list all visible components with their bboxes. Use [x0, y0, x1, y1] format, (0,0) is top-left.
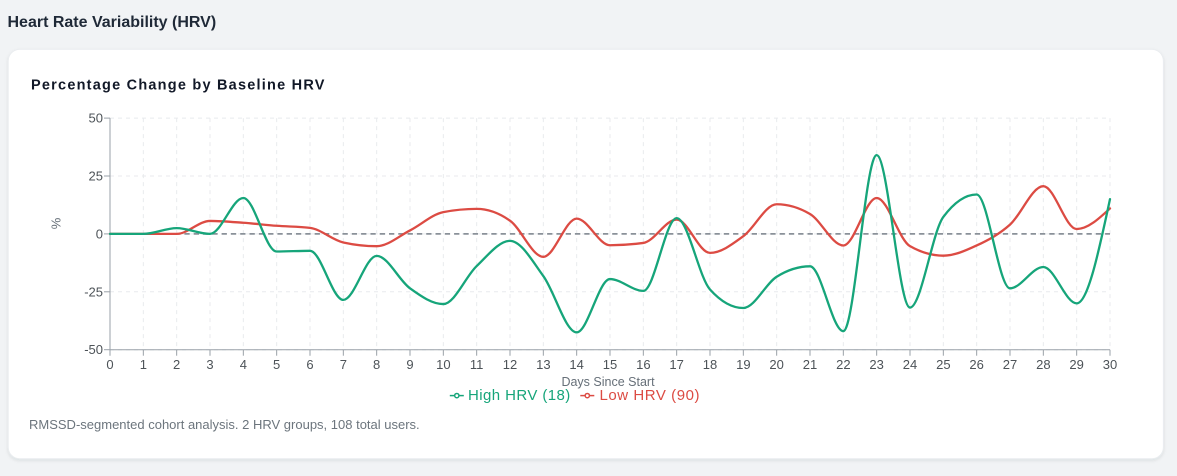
svg-text:5: 5 — [273, 357, 280, 372]
svg-text:22: 22 — [836, 357, 850, 372]
svg-text:23: 23 — [869, 357, 883, 372]
svg-text:11: 11 — [470, 357, 484, 372]
svg-text:25: 25 — [89, 169, 103, 184]
svg-text:14: 14 — [569, 357, 583, 372]
svg-text:21: 21 — [803, 357, 817, 372]
svg-text:19: 19 — [736, 357, 750, 372]
svg-text:RMSSD-segmented cohort analysi: RMSSD-segmented cohort analysis. 2 HRV g… — [29, 417, 420, 432]
svg-text:29: 29 — [1069, 357, 1083, 372]
svg-text:2: 2 — [173, 357, 180, 372]
svg-text:%: % — [49, 217, 64, 229]
svg-text:17: 17 — [669, 357, 683, 372]
svg-text:10: 10 — [436, 357, 450, 372]
svg-text:Percentage Change by Baseline: Percentage Change by Baseline HRV — [31, 78, 326, 94]
svg-text:24: 24 — [903, 357, 917, 372]
svg-text:Days Since Start: Days Since Start — [561, 375, 655, 389]
svg-text:20: 20 — [769, 357, 783, 372]
svg-text:0: 0 — [96, 226, 103, 241]
svg-text:13: 13 — [536, 357, 550, 372]
svg-text:High HRV (18): High HRV (18) — [468, 387, 571, 404]
svg-text:1: 1 — [140, 357, 147, 372]
svg-text:7: 7 — [340, 357, 347, 372]
svg-text:8: 8 — [373, 357, 380, 372]
svg-text:30: 30 — [1103, 357, 1117, 372]
svg-text:6: 6 — [306, 357, 313, 372]
svg-text:18: 18 — [703, 357, 717, 372]
svg-text:Low HRV (90): Low HRV (90) — [600, 387, 701, 404]
svg-text:25: 25 — [936, 357, 950, 372]
svg-text:50: 50 — [89, 111, 103, 126]
svg-text:9: 9 — [406, 357, 413, 372]
svg-text:27: 27 — [1003, 357, 1017, 372]
svg-text:3: 3 — [206, 357, 213, 372]
svg-text:Heart Rate Variability (HRV): Heart Rate Variability (HRV) — [8, 14, 217, 31]
svg-text:-25: -25 — [84, 284, 103, 299]
svg-text:16: 16 — [636, 357, 650, 372]
svg-text:28: 28 — [1036, 357, 1050, 372]
svg-text:15: 15 — [603, 357, 617, 372]
svg-text:12: 12 — [503, 357, 517, 372]
svg-text:26: 26 — [969, 357, 983, 372]
svg-text:4: 4 — [240, 357, 247, 372]
svg-text:-50: -50 — [84, 342, 103, 357]
svg-text:0: 0 — [106, 357, 113, 372]
